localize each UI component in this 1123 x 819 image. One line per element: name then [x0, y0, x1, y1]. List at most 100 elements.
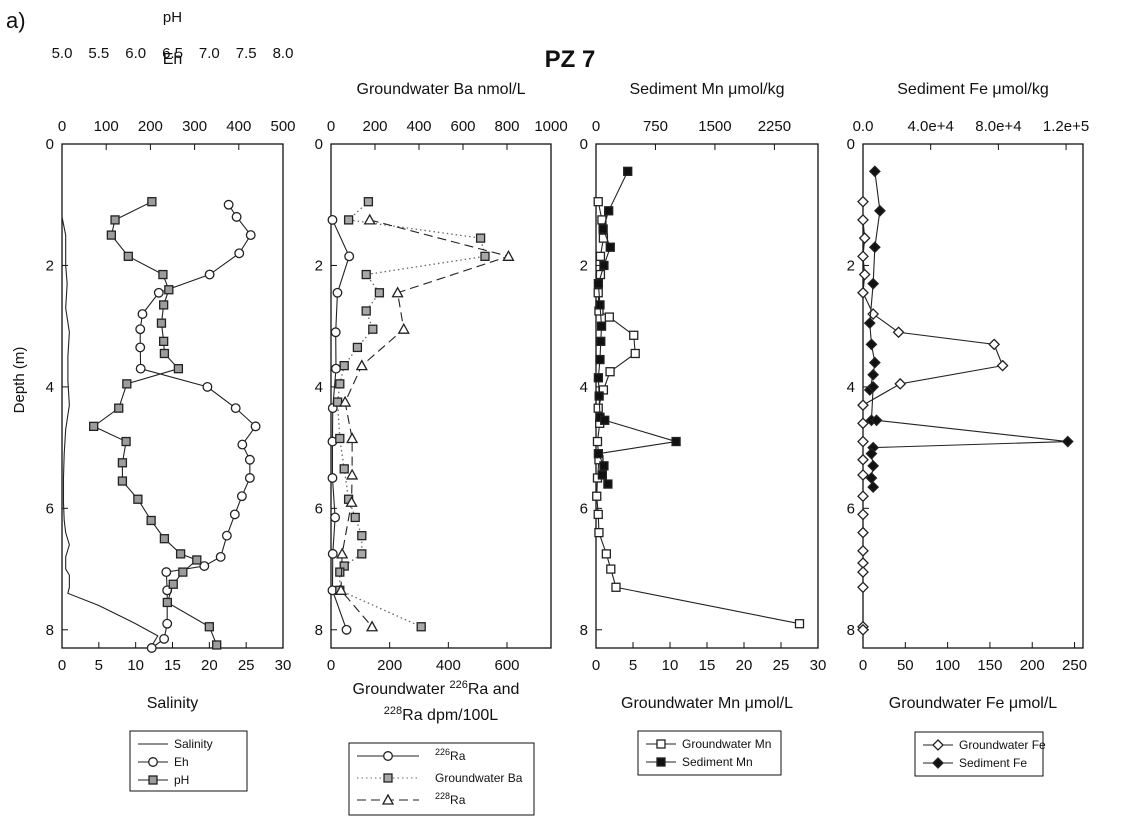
- legend-marker: [148, 757, 158, 767]
- legend-label-sup: 226: [435, 747, 450, 757]
- x-top2-tick-label: 5.0: [52, 45, 73, 62]
- label-part: 228: [384, 705, 402, 717]
- legend-label-text: Groundwater Ba: [435, 771, 523, 785]
- x-top-tick-label: 1000: [534, 118, 567, 135]
- data-point: [857, 508, 869, 521]
- data-point: [352, 342, 363, 353]
- data-point: [327, 548, 338, 559]
- legend-marker: [656, 739, 666, 749]
- data-point: [892, 326, 905, 339]
- series-line: [862, 201, 1004, 630]
- data-point: [857, 526, 869, 539]
- data-point: [857, 581, 869, 594]
- legend-marker: [148, 775, 158, 785]
- y-tick-label: 0: [46, 136, 54, 153]
- data-point: [159, 300, 169, 310]
- x-top2-tick-label: 6.0: [125, 45, 146, 62]
- x-top-tick-label: 1.2e+5: [1043, 118, 1089, 135]
- legend-marker: [381, 793, 395, 805]
- data-point: [416, 622, 426, 632]
- legend-label: Groundwater Ba: [435, 771, 523, 785]
- plot-frame: [862, 143, 1084, 649]
- series-line: [597, 171, 677, 485]
- data-point: [357, 531, 367, 541]
- data-point: [250, 421, 261, 432]
- label-part: Ra dpm/100L: [402, 707, 498, 724]
- data-point: [593, 288, 603, 298]
- data-point: [327, 214, 338, 225]
- data-point: [335, 567, 345, 577]
- x-top-tick-label: 500: [270, 118, 295, 135]
- y-tick-label: 8: [580, 622, 588, 639]
- data-point: [89, 421, 99, 432]
- series-line: [596, 201, 800, 625]
- data-point: [857, 566, 869, 579]
- data-point: [159, 534, 170, 544]
- data-point: [192, 555, 202, 565]
- x-top2-tick-label: 5.5: [88, 45, 109, 62]
- series-line: [92, 201, 218, 646]
- y-tick-label: 6: [580, 500, 588, 517]
- x-bottom-tick-label: 0: [58, 657, 66, 674]
- data-point: [175, 549, 186, 559]
- x-bottom-axis-label: Groundwater Fe μmol/L: [889, 695, 1058, 712]
- y-tick-label: 2: [847, 257, 855, 274]
- data-point: [336, 547, 349, 559]
- data-point: [327, 473, 338, 483]
- data-point: [593, 509, 603, 520]
- data-point: [597, 470, 607, 480]
- data-point: [368, 324, 378, 334]
- legend-label: Groundwater Mn: [682, 737, 771, 751]
- legend: Groundwater Mn Sediment Mn: [637, 730, 782, 776]
- data-point: [215, 551, 226, 562]
- data-point: [159, 336, 169, 346]
- data-point: [343, 215, 354, 225]
- data-point: [137, 309, 148, 319]
- data-point: [199, 561, 210, 571]
- series-groundwater-mn: [592, 197, 805, 629]
- data-point: [374, 288, 385, 298]
- y-tick-label: 8: [315, 622, 323, 639]
- data-point: [858, 232, 871, 245]
- data-point: [146, 515, 156, 526]
- data-point: [595, 354, 605, 365]
- data-point: [671, 436, 681, 447]
- data-point: [331, 363, 341, 374]
- x-top-tick-label: 600: [450, 118, 475, 135]
- data-point: [332, 287, 343, 298]
- data-point: [867, 380, 880, 393]
- data-point: [346, 432, 359, 444]
- legend-marker-shape: [656, 739, 666, 749]
- x-top2-tick-label: 8.0: [273, 45, 294, 62]
- data-point: [857, 469, 869, 481]
- data-point: [204, 269, 215, 280]
- x-bottom-tick-label: 25: [773, 657, 790, 674]
- data-point: [502, 249, 515, 261]
- legend-marker: [932, 757, 944, 769]
- x-top2-tick-label: 7.5: [236, 45, 257, 62]
- data-point: [338, 395, 352, 407]
- data-point: [350, 512, 360, 523]
- data-point: [204, 622, 214, 632]
- data-point: [857, 490, 869, 503]
- series-line: [340, 219, 511, 628]
- chart-panel-manganese: 0 2 4 6 8 0 5 10 15 20 25 30 Groundwater Mn μmol/L Se…: [580, 81, 826, 776]
- y-tick-label: 6: [315, 500, 323, 517]
- x-bottom-tick-label: 200: [377, 657, 402, 674]
- x-bottom-tick-label: 20: [201, 657, 218, 674]
- series-sediment-fe: [863, 165, 1074, 494]
- data-point: [593, 373, 604, 383]
- series-line: [139, 204, 257, 649]
- series-228ra: [334, 213, 515, 632]
- data-point: [363, 197, 374, 207]
- data-point: [363, 213, 376, 225]
- plot-frame: [595, 143, 819, 649]
- data-point: [117, 458, 128, 468]
- series-eh: [135, 199, 261, 653]
- x-bottom-tick-label: 30: [275, 657, 292, 674]
- data-point: [121, 436, 131, 447]
- x-top-axis-label: Groundwater Ba nmol/L: [357, 81, 526, 98]
- x-top2-tick-label: 7.0: [199, 45, 220, 62]
- data-point: [863, 317, 876, 330]
